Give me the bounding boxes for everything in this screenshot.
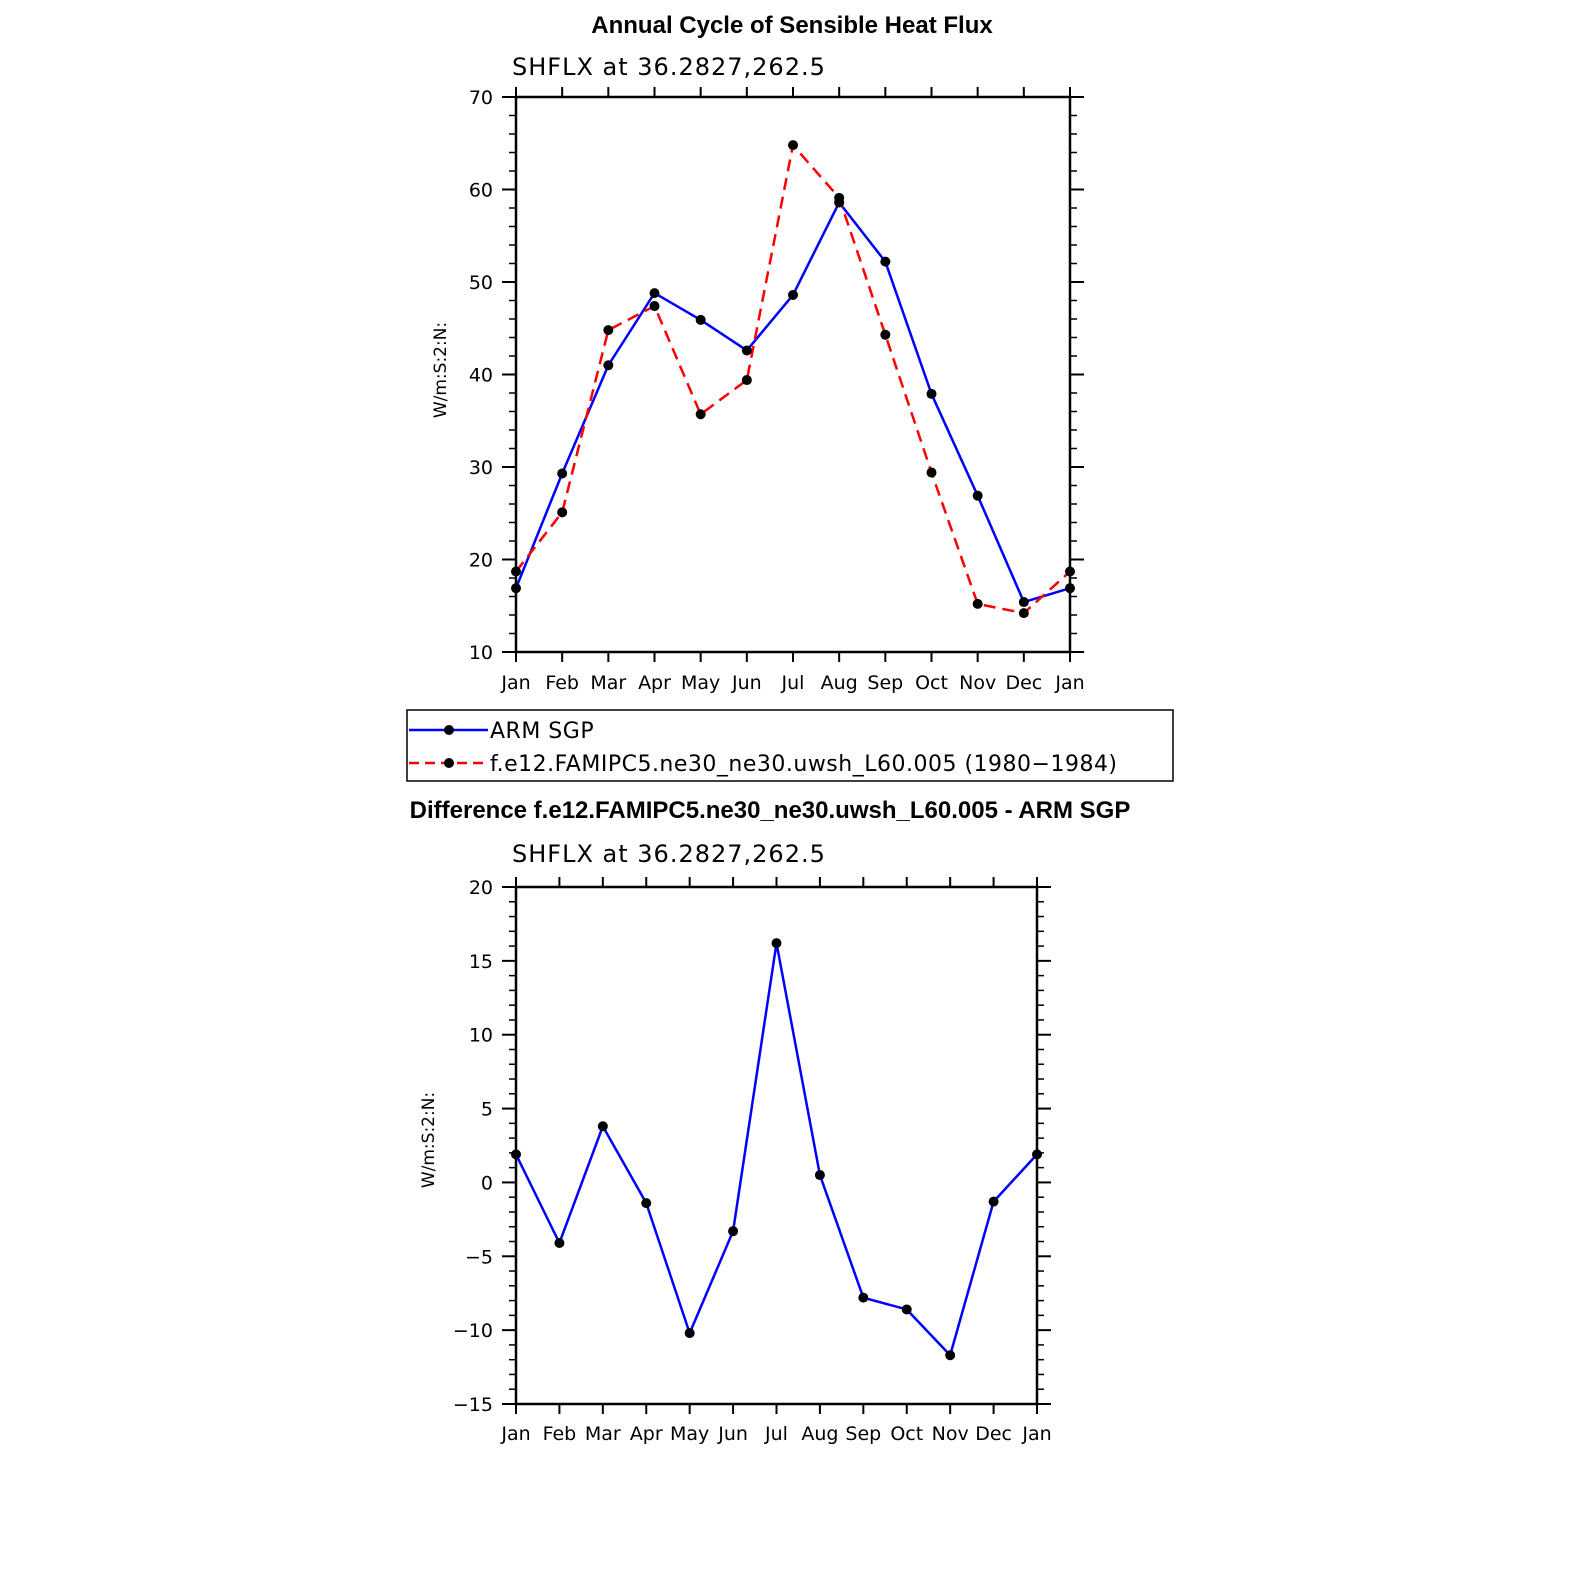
y-tick-label: −10 [453, 1320, 493, 1342]
data-point-series-1 [511, 566, 521, 577]
series-line-0 [514, 201, 1071, 604]
y-tick-label: 20 [469, 550, 493, 572]
y-axis-label: W/m:S:2:N: [419, 1092, 439, 1188]
x-tick-label: Jan [500, 1423, 530, 1445]
chart-subtitle: SHFLX at 36.2827,262.5 [512, 840, 826, 868]
plot-frame [514, 95, 1072, 654]
data-point-series-1 [972, 598, 983, 609]
x-tick-label: Jan [500, 672, 530, 694]
y-tick-label: 60 [469, 180, 493, 202]
data-point-series-0 [972, 490, 983, 501]
y-axis-label: W/m:S:2:N: [431, 322, 451, 418]
x-tick-label: Oct [890, 1423, 923, 1445]
chart-subtitle: SHFLX at 36.2827,262.5 [512, 53, 826, 81]
data-point-series-0 [557, 468, 568, 479]
data-point-series-0 [684, 1328, 695, 1339]
legend-box [406, 709, 1174, 782]
legend-marker-model [444, 758, 454, 768]
y-tick-label: 50 [469, 272, 493, 294]
x-tick-label: Dec [975, 1423, 1012, 1445]
data-point-series-0 [641, 1198, 652, 1209]
data-point-series-0 [728, 1226, 739, 1237]
data-point-series-0 [511, 583, 521, 594]
x-tick-label: Nov [959, 672, 996, 694]
data-point-series-0 [511, 1149, 521, 1160]
y-tick-label: 10 [469, 642, 493, 664]
chart-annual-cycle: Annual Cycle of Sensible Heat Flux SHFLX… [431, 12, 1085, 694]
x-tick-label: Jul [781, 672, 805, 694]
data-point-series-0 [1032, 1149, 1042, 1160]
data-point-series-0 [988, 1196, 999, 1207]
data-point-series-1 [603, 325, 614, 336]
x-tick-label: Dec [1005, 672, 1042, 694]
data-point-series-0 [814, 1170, 825, 1181]
legend-label-arm: ARM SGP [490, 719, 594, 744]
y-tick-label: 30 [469, 457, 493, 479]
data-point-series-0 [597, 1121, 608, 1132]
x-tick-label: Oct [915, 672, 948, 694]
x-tick-label: Apr [630, 1423, 663, 1445]
legend-marker-arm [444, 725, 454, 735]
x-tick-label: May [670, 1423, 709, 1445]
x-tick-label: Aug [821, 672, 858, 694]
data-point-series-1 [649, 301, 660, 312]
x-tick-label: May [681, 672, 720, 694]
x-tick-label: Mar [590, 672, 626, 694]
data-point-series-0 [603, 360, 614, 371]
y-tick-label: 5 [481, 1099, 493, 1121]
chart-title: Annual Cycle of Sensible Heat Flux [591, 12, 993, 39]
x-tick-label: Jun [731, 672, 762, 694]
y-tick-label: 20 [469, 877, 493, 899]
x-tick-label: Aug [801, 1423, 838, 1445]
y-tick-label: −5 [465, 1246, 493, 1268]
series-line-0 [514, 941, 1038, 1357]
data-point-series-1 [880, 329, 891, 340]
x-tick-label: Sep [867, 672, 903, 694]
y-tick-label: 0 [481, 1172, 493, 1194]
data-point-series-0 [741, 345, 752, 356]
data-point-series-0 [926, 388, 937, 399]
data-point-series-1 [1018, 608, 1029, 619]
x-tick-label: Feb [545, 672, 579, 694]
y-tick-label: 15 [469, 951, 493, 973]
x-tick-label: Jan [1021, 1423, 1051, 1445]
y-tick-label: 10 [469, 1025, 493, 1047]
data-point-series-0 [945, 1350, 956, 1361]
x-tick-label: Apr [638, 672, 671, 694]
data-point-series-1 [695, 409, 706, 420]
x-tick-label: Jul [764, 1423, 788, 1445]
data-point-series-1 [834, 192, 845, 203]
data-point-series-1 [1065, 566, 1075, 577]
chart-difference: Difference f.e12.FAMIPC5.ne30_ne30.uwsh_… [410, 797, 1131, 1445]
y-tick-label: 70 [469, 87, 493, 109]
data-point-series-0 [1065, 583, 1075, 594]
data-point-series-0 [1018, 597, 1029, 608]
data-point-series-1 [741, 375, 752, 386]
x-tick-label: Sep [845, 1423, 881, 1445]
data-point-series-1 [926, 467, 937, 478]
x-tick-label: Jun [717, 1423, 748, 1445]
data-point-series-0 [858, 1292, 869, 1303]
data-point-series-1 [788, 140, 798, 151]
data-point-series-0 [901, 1304, 912, 1315]
legend-label-model: f.e12.FAMIPC5.ne30_ne30.uwsh_L60.005 (19… [490, 752, 1118, 777]
data-point-series-0 [649, 288, 660, 299]
x-tick-label: Feb [543, 1423, 577, 1445]
chart-title: Difference f.e12.FAMIPC5.ne30_ne30.uwsh_… [410, 797, 1131, 824]
y-tick-label: 40 [469, 365, 493, 387]
data-point-series-1 [557, 507, 568, 518]
x-tick-label: Nov [932, 1423, 969, 1445]
data-point-series-0 [771, 938, 782, 949]
x-tick-label: Jan [1054, 672, 1084, 694]
series-line-1 [515, 143, 1071, 615]
data-point-series-0 [880, 256, 891, 267]
x-tick-label: Mar [585, 1423, 621, 1445]
legend: ARM SGP f.e12.FAMIPC5.ne30_ne30.uwsh_L60… [406, 709, 1174, 782]
data-point-series-0 [788, 289, 798, 300]
y-tick-label: −15 [453, 1394, 493, 1416]
data-point-series-0 [695, 314, 706, 325]
data-point-series-0 [554, 1237, 565, 1248]
